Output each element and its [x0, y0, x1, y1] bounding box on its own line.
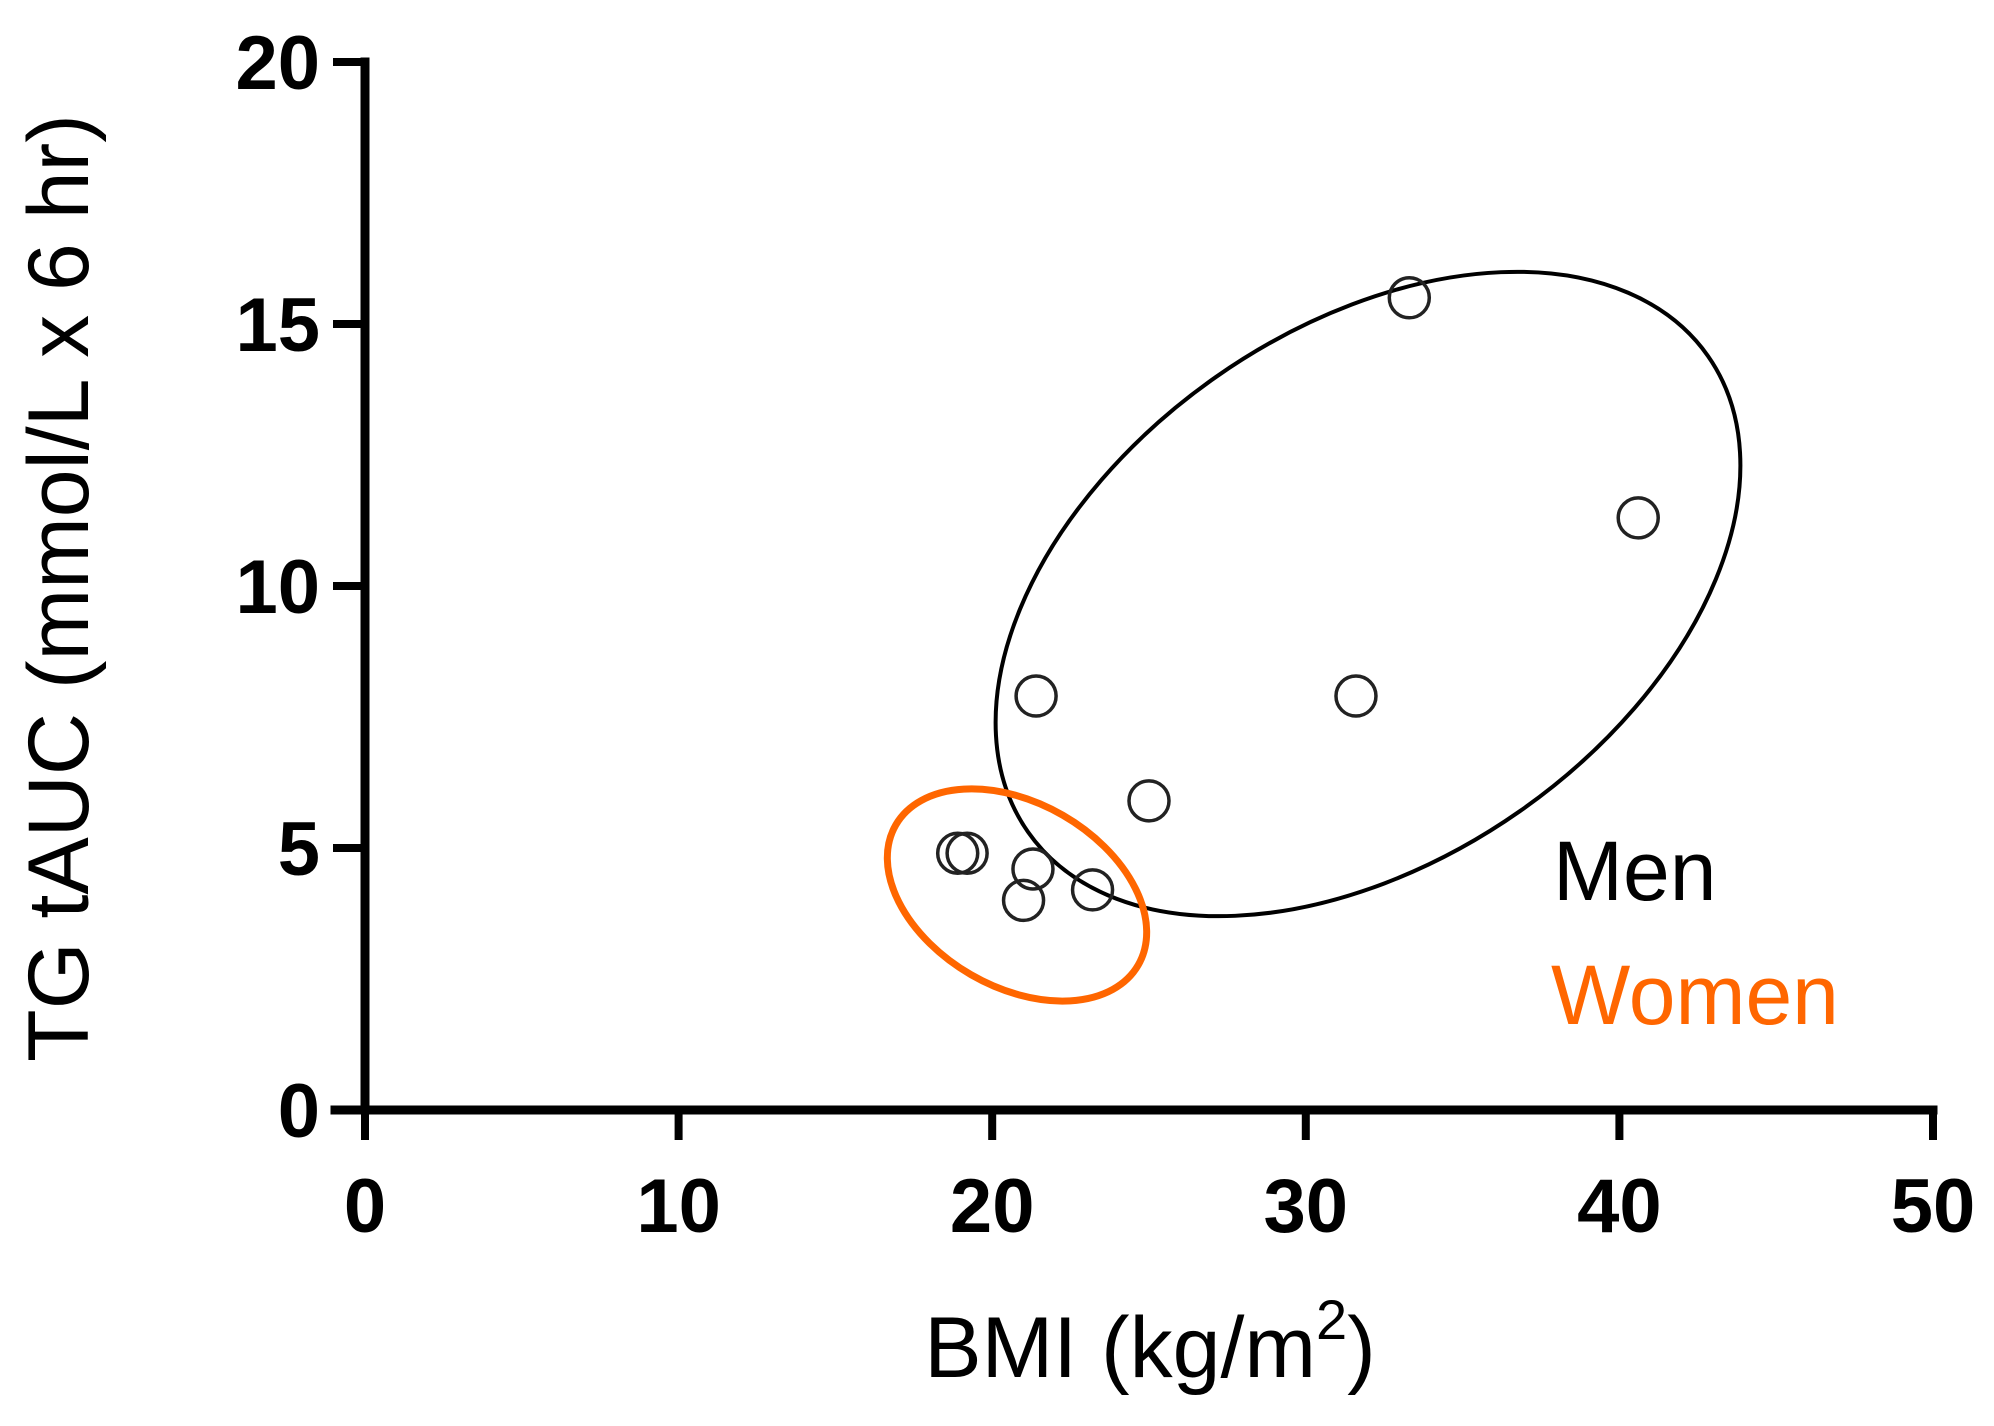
x-tick-label: 0	[344, 1164, 386, 1249]
x-axis-title: BMI (kg/m2)	[924, 1288, 1376, 1396]
x-tick-label: 30	[1264, 1164, 1349, 1249]
y-tick-label: 10	[235, 545, 320, 630]
x-axis-title-main: BMI (kg/m	[924, 1300, 1316, 1396]
x-axis-ticks: 0 10 20 30 40 50	[344, 1110, 1975, 1249]
x-tick-label: 20	[950, 1164, 1035, 1249]
data-point-women	[1011, 847, 1055, 891]
data-point-women	[1001, 878, 1046, 923]
x-tick-label: 40	[1577, 1164, 1662, 1249]
y-tick-label: 15	[235, 283, 320, 368]
men-group-ellipse	[993, 269, 1743, 919]
data-point-men	[1387, 276, 1432, 320]
y-axis-ticks: 0 5 10 15 20	[235, 21, 365, 1154]
y-axis: 0 5 10 15 20	[235, 21, 370, 1154]
y-tick-label: 5	[278, 807, 320, 892]
data-point-men	[1127, 779, 1171, 823]
data-point-men	[1616, 496, 1660, 540]
data-points	[935, 276, 1660, 923]
x-axis: 0 10 20 30 40 50	[330, 1105, 1975, 1249]
x-axis-title-end: )	[1347, 1300, 1376, 1396]
x-axis-title-superscript: 2	[1316, 1288, 1347, 1351]
women-group-ellipse	[883, 785, 1151, 1005]
legend-women: Women	[1551, 948, 1839, 1042]
y-tick-label: 20	[235, 21, 320, 106]
y-axis-title: TG tAUC (mmol/L x 6 hr)	[11, 114, 107, 1062]
data-point-women	[935, 831, 980, 875]
legend: Men Women	[1551, 824, 1839, 1042]
y-tick-label: 0	[278, 1069, 320, 1154]
data-point-men	[1334, 674, 1378, 718]
data-point-women	[945, 831, 989, 875]
legend-men: Men	[1553, 824, 1716, 918]
data-point-men	[1014, 674, 1058, 718]
data-point-women	[1070, 868, 1115, 912]
x-tick-label: 50	[1891, 1164, 1976, 1249]
x-tick-label: 10	[636, 1164, 721, 1249]
